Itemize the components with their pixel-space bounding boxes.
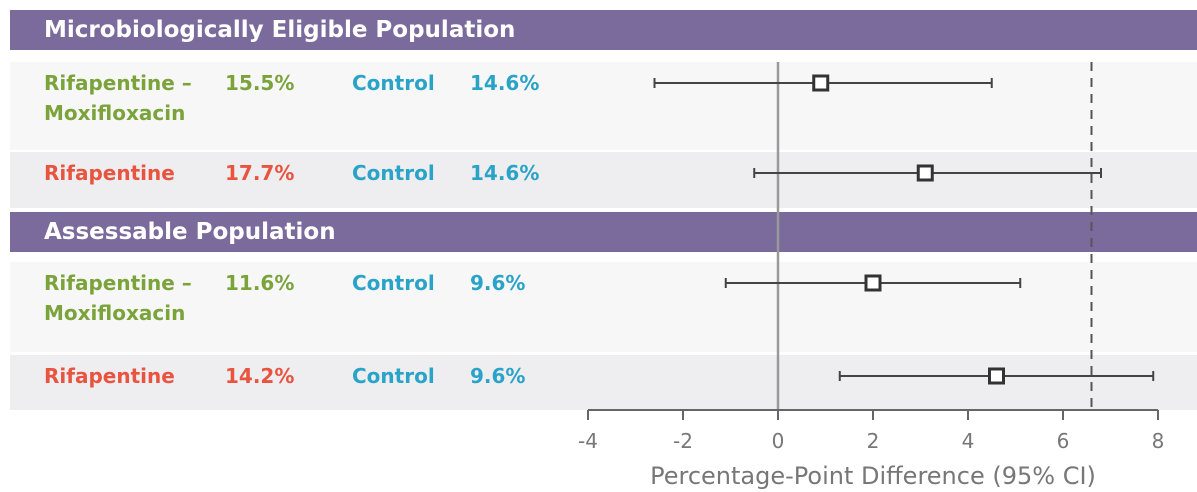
x-tick-label: -2 (673, 429, 693, 453)
control-label: Control (352, 161, 435, 185)
x-tick-label: 4 (962, 429, 975, 453)
arm-value: 11.6% (225, 271, 295, 295)
control-value: 14.6% (470, 161, 540, 185)
arm-label: Rifapentine – Moxifloxacin (44, 271, 192, 325)
control-label: Control (352, 271, 435, 295)
row-background (10, 62, 1197, 150)
arm-value: 14.2% (225, 364, 295, 388)
control-label: Control (352, 364, 435, 388)
section-bar (10, 212, 1197, 252)
control-value: 9.6% (470, 271, 526, 295)
point-estimate (988, 367, 1005, 385)
x-tick-label: 8 (1152, 429, 1165, 453)
control-value: 9.6% (470, 364, 526, 388)
point-estimate (812, 74, 830, 92)
point-estimate (916, 164, 934, 182)
section-title: Microbiologically Eligible Population (44, 17, 516, 43)
x-tick-label: -4 (578, 429, 598, 453)
x-axis-title: Percentage-Point Difference (95% CI) (650, 462, 1096, 490)
arm-value: 17.7% (225, 161, 295, 185)
arm-value: 15.5% (225, 71, 295, 95)
arm-label: Rifapentine – Moxifloxacin (44, 71, 192, 125)
x-tick-label: 6 (1057, 429, 1070, 453)
control-value: 14.6% (470, 71, 540, 95)
x-tick-label: 0 (772, 429, 785, 453)
point-estimate (864, 274, 882, 292)
row-background (10, 262, 1197, 352)
control-label: Control (352, 71, 435, 95)
arm-label: Rifapentine (44, 161, 175, 185)
section-title: Assessable Population (44, 219, 336, 245)
arm-label: Rifapentine (44, 364, 175, 388)
row-background (10, 152, 1197, 208)
x-tick-label: 2 (867, 429, 880, 453)
section-bar (10, 10, 1197, 50)
